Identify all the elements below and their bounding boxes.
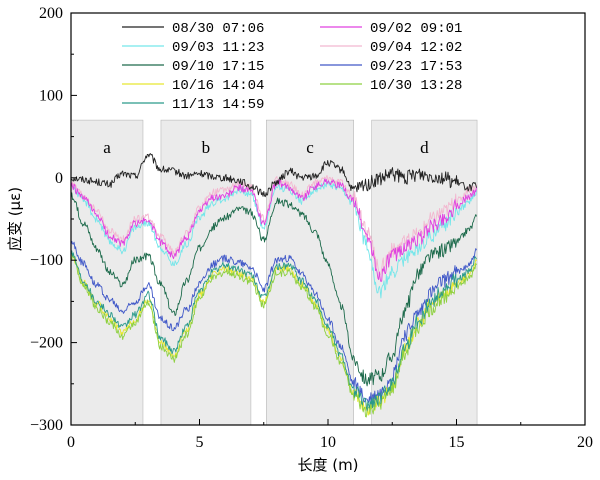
region-label-c: c: [306, 138, 314, 157]
axes: [70, 12, 586, 426]
legend-label: 10/16 14:04: [172, 78, 264, 94]
x-tick-label: 5: [196, 434, 204, 451]
region-d: [371, 119, 478, 426]
region-a: [70, 119, 144, 426]
region-label-b: b: [202, 138, 211, 157]
tick-labels: 0 5 10 15 20 −300 −200 −100 0 100 200: [30, 5, 593, 451]
series-line-7: [70, 254, 477, 418]
series-lines: [70, 153, 477, 418]
region-label-a: a: [103, 138, 111, 157]
y-tick-label: −300: [30, 417, 63, 434]
legend-label: 08/30 07:06: [172, 21, 264, 37]
y-tick-label: 0: [55, 170, 63, 187]
y-tick-label: 200: [39, 5, 63, 22]
x-tick-label: 0: [67, 434, 75, 451]
series-line-0: [70, 153, 477, 198]
legend-label: 11/13 14:59: [172, 97, 264, 113]
legend-label: 09/03 11:23: [172, 40, 264, 56]
region-label-d: d: [420, 138, 429, 157]
y-tick-label: 100: [39, 87, 63, 104]
series-line-1: [70, 178, 477, 282]
x-tick-label: 10: [320, 434, 336, 451]
region-c: [266, 119, 355, 426]
region-b: [160, 119, 252, 426]
series-line-4: [70, 192, 477, 387]
legend-label: 09/23 17:53: [370, 59, 462, 75]
x-axis-title: 长度 (m): [297, 456, 358, 474]
legend: 08/30 07:06 09/03 11:23 09/10 17:15 10/16 1…: [122, 21, 462, 113]
legend-label: 09/10 17:15: [172, 59, 264, 75]
series-line-5: [70, 240, 477, 405]
series-line-2: [70, 180, 477, 299]
legend-label: 09/02 09:01: [370, 21, 462, 37]
y-tick-label: −200: [30, 335, 63, 352]
y-tick-label: −100: [30, 252, 63, 269]
x-tick-label: 20: [577, 434, 593, 451]
y-axis-title: 应变 (με): [6, 187, 24, 251]
x-tick-label: 15: [449, 434, 465, 451]
series-line-8: [70, 250, 477, 412]
legend-label: 09/04 12:02: [370, 40, 462, 56]
legend-label: 10/30 13:28: [370, 78, 462, 94]
